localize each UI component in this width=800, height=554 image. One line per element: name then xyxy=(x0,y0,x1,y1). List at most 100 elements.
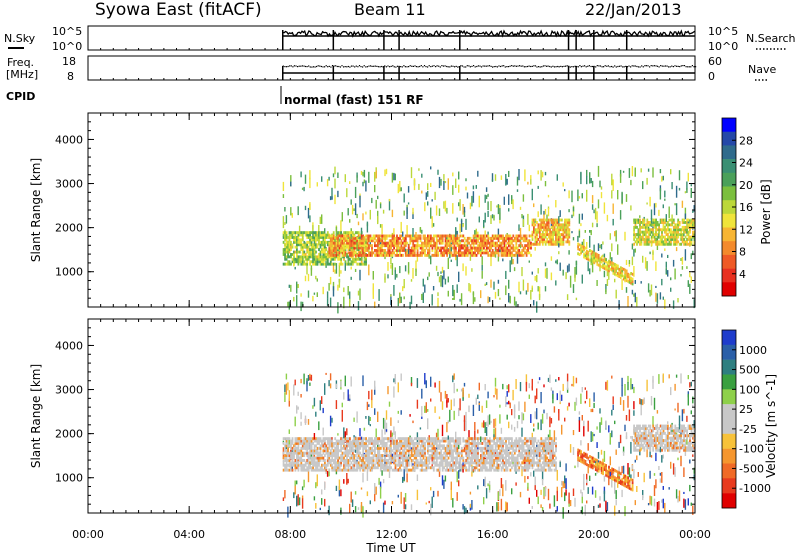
velocity-scatter-cell xyxy=(425,380,427,389)
power-band-cell xyxy=(300,260,303,264)
power-scatter-cell xyxy=(354,186,357,198)
power-band-cell xyxy=(368,234,370,238)
freq-dot xyxy=(649,66,651,68)
power-band-cell xyxy=(340,260,342,264)
power-scatter-cell xyxy=(455,178,457,188)
velocity-scatter-cell xyxy=(397,420,399,423)
velocity-band-cell xyxy=(425,461,428,465)
power-band-cell xyxy=(329,262,332,266)
velocity-band-cell xyxy=(388,451,391,455)
power-band-cell xyxy=(587,250,590,254)
velocity-band-cell xyxy=(351,442,354,445)
power-band-cell xyxy=(550,242,553,246)
power-band-cell xyxy=(531,223,534,227)
velocity-band-cell xyxy=(434,442,437,445)
power-band-cell xyxy=(329,255,332,259)
power-band-cell xyxy=(463,236,466,240)
freq-dot xyxy=(571,66,573,68)
velocity-band-cell xyxy=(365,439,367,443)
power-scatter-cell xyxy=(435,205,438,216)
power-band-cell xyxy=(530,246,532,250)
power-band-cell xyxy=(285,240,288,244)
freq-dot xyxy=(435,66,437,68)
power-scatter-cell xyxy=(586,176,588,185)
power-band-cell xyxy=(284,250,286,254)
power-band-cell xyxy=(309,233,311,237)
power-band-cell xyxy=(624,276,627,279)
power-band-cell xyxy=(491,236,494,240)
velocity-band-cell xyxy=(379,466,382,470)
power-scatter-cell xyxy=(664,190,666,198)
velocity-band-cell xyxy=(372,442,375,445)
station-title: Syowa East (fitACF) xyxy=(95,0,262,20)
velocity-scatter-cell xyxy=(340,489,342,497)
power-scatter-cell xyxy=(589,235,591,248)
power-band-cell xyxy=(298,250,301,254)
power-band-cell xyxy=(374,236,376,240)
power-band-cell xyxy=(544,218,547,222)
power-band-cell xyxy=(315,238,317,242)
power-band-cell xyxy=(466,236,469,240)
power-band-cell xyxy=(357,251,360,255)
velocity-band-cell xyxy=(443,446,445,450)
power-band-cell xyxy=(508,241,510,245)
velocity-band-cell xyxy=(285,439,288,443)
power-band-cell xyxy=(562,240,565,244)
power-band-cell xyxy=(637,238,640,241)
power-band-cell xyxy=(537,238,540,241)
freq-dot xyxy=(466,65,468,67)
velocity-band-cell xyxy=(403,449,406,453)
power-band-cell xyxy=(322,233,325,237)
power-band-cell xyxy=(404,239,407,243)
power-band-cell xyxy=(335,236,338,240)
velocity-band-cell xyxy=(288,456,291,460)
power-band-cell xyxy=(566,238,569,241)
power-band-cell xyxy=(531,242,534,246)
velocity-band-cell xyxy=(309,446,311,450)
power-band-cell xyxy=(559,225,562,229)
power-band-cell xyxy=(484,236,487,240)
power-scatter-cell xyxy=(340,220,342,232)
power-band-cell xyxy=(441,253,444,257)
velocity-band-cell xyxy=(379,459,382,462)
velocity-band-cell xyxy=(369,437,372,441)
power-scatter-cell xyxy=(642,255,644,263)
velocity-band-cell xyxy=(287,439,289,443)
velocity-band-cell xyxy=(301,446,304,450)
power-band-cell xyxy=(354,236,357,240)
power-band-cell xyxy=(459,246,462,250)
power-band-cell xyxy=(360,250,363,254)
power-band-cell xyxy=(365,238,367,242)
power-band-cell xyxy=(564,225,566,229)
power-band-cell xyxy=(353,260,356,264)
velocity-scatter-cell xyxy=(310,374,313,381)
power-scatter-cell xyxy=(388,199,391,211)
power-band-cell xyxy=(393,251,395,255)
velocity-band-cell xyxy=(397,446,400,450)
velocity-band-cell xyxy=(349,463,351,467)
power-band-cell xyxy=(394,241,397,245)
power-band-cell xyxy=(369,234,372,238)
velocity-band-cell xyxy=(309,439,311,443)
power-band-cell xyxy=(609,260,612,264)
power-band-cell xyxy=(371,239,373,243)
velocity-band-cell xyxy=(450,456,453,460)
velocity-scatter-cell xyxy=(335,469,338,475)
velocity-band-cell xyxy=(368,439,370,443)
power-band-cell xyxy=(530,244,532,248)
velocity-band-cell xyxy=(440,439,443,443)
freq-dot xyxy=(406,66,408,68)
power-band-cell xyxy=(471,251,473,255)
velocity-scatter-cell xyxy=(381,470,383,476)
power-band-cell xyxy=(350,233,353,237)
freq-dot xyxy=(663,65,665,67)
velocity-band-cell xyxy=(282,442,285,445)
power-band-cell xyxy=(315,243,317,247)
velocity-band-cell xyxy=(343,442,345,445)
power-band-cell xyxy=(293,260,295,264)
power-scatter-cell xyxy=(313,292,316,295)
power-scatter-cell xyxy=(419,227,422,232)
velocity-band-cell xyxy=(306,446,309,450)
power-scatter-cell xyxy=(456,284,458,293)
power-scatter-cell xyxy=(681,266,684,270)
